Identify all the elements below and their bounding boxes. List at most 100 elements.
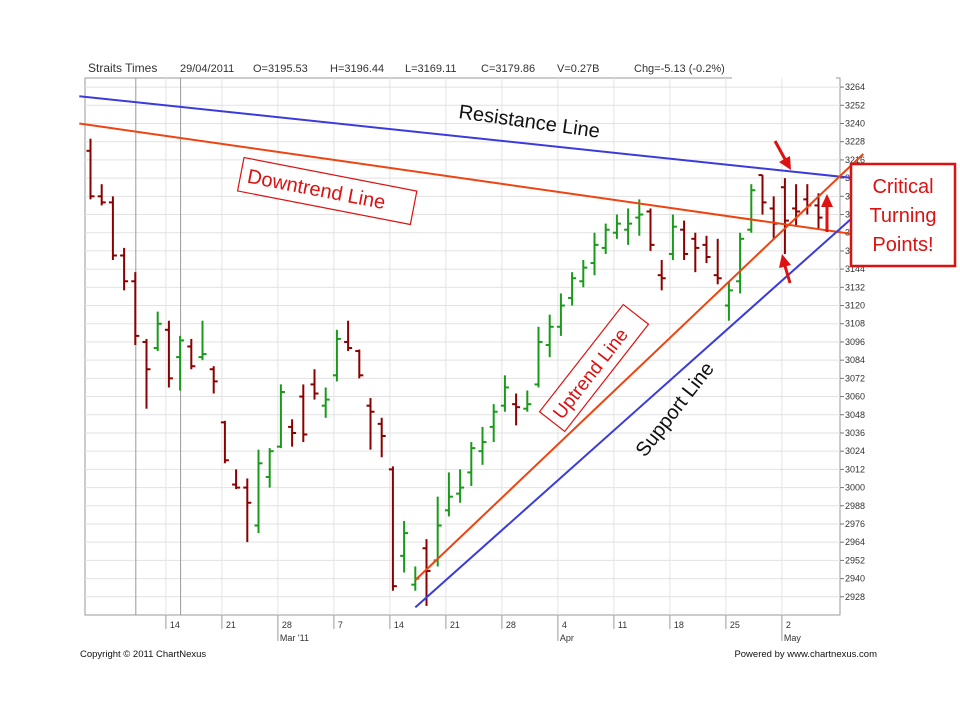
ohlc-bar <box>702 235 711 264</box>
ohlc-bar <box>265 448 274 488</box>
y-tick-label: 2940 <box>845 574 865 584</box>
ohlc-bar <box>668 214 677 261</box>
ohlc-bar <box>657 260 666 291</box>
ohlc-bar <box>254 449 263 534</box>
critical-line-2: Turning <box>869 205 936 227</box>
x-tick-label: 14 <box>170 620 180 630</box>
quote-high: H=3196.44 <box>330 63 384 75</box>
ohlc-bar <box>556 293 565 336</box>
y-tick-label: 3036 <box>845 428 865 438</box>
ohlc-bar <box>332 329 341 382</box>
uptrend-line <box>414 153 864 581</box>
ohlc-bar <box>489 404 498 443</box>
y-tick-label: 2952 <box>845 555 865 565</box>
ohlc-bar <box>724 281 733 321</box>
ohlc-bar <box>792 184 801 227</box>
ohlc-bar <box>512 393 521 426</box>
ohlc-bar <box>198 320 207 361</box>
ohlc-bar <box>814 193 823 230</box>
y-tick-label: 2928 <box>845 592 865 602</box>
x-tick-label: 28 <box>506 620 516 630</box>
y-tick-label: 3084 <box>845 355 865 365</box>
ohlc-bar <box>366 398 375 450</box>
x-tick-label: 11 <box>618 620 627 630</box>
y-tick-label: 2988 <box>845 501 865 511</box>
ohlc-bar <box>299 384 308 443</box>
ohlc-bar <box>691 232 700 273</box>
y-tick-label: 2976 <box>845 519 865 529</box>
x-tick-label: 21 <box>226 620 236 630</box>
ohlc-bar <box>747 184 756 233</box>
y-tick-label: 3096 <box>845 337 865 347</box>
ohlc-bar <box>388 466 397 591</box>
ohlc-bar <box>467 442 476 487</box>
ohlc-bar <box>164 320 173 388</box>
trendlines <box>79 95 898 609</box>
ohlc-bar <box>579 260 588 288</box>
y-tick-label: 3108 <box>845 319 865 329</box>
ohlc-bar <box>176 335 185 391</box>
ohlc-bar <box>355 349 364 379</box>
x-tick-label: 18 <box>674 620 684 630</box>
month-label: Mar '11 <box>280 633 309 643</box>
ohlc-bar <box>276 384 285 449</box>
resistance-line <box>79 95 898 184</box>
ohlc-bar <box>736 232 745 294</box>
x-axis: 14 21 28 Mar '11 7 14 21 28 4 Apr 11 18 25 2 May <box>165 615 801 643</box>
ohlc-bar <box>310 369 319 400</box>
ohlc-bar <box>153 311 162 352</box>
grid-layer <box>85 78 840 615</box>
y-tick-label: 3264 <box>845 82 865 92</box>
y-tick-label: 3228 <box>845 137 865 147</box>
symbol-name: Straits Times <box>88 61 157 75</box>
ohlc-bar <box>243 478 252 543</box>
y-tick-label: 3132 <box>845 282 865 292</box>
ohlc-bar <box>422 539 431 606</box>
y-tick-label: 3060 <box>845 392 865 402</box>
x-tick-label: 7 <box>338 620 343 630</box>
ohlc-bar <box>758 174 767 215</box>
quote-change: Chg=-5.13 (-0.2%) <box>634 63 725 75</box>
header-mask <box>732 76 836 94</box>
ohlc-bar <box>108 196 117 261</box>
ohlc-bar <box>220 420 229 464</box>
ohlc-bar <box>590 232 599 276</box>
ohlc-bar <box>624 208 633 245</box>
ohlc-bar <box>377 417 386 458</box>
y-tick-label: 3024 <box>845 446 865 456</box>
y-tick-label: 3012 <box>845 464 865 474</box>
ohlc-bar <box>456 469 465 503</box>
ohlc-bar <box>478 426 487 465</box>
y-tick-label: 3240 <box>845 119 865 129</box>
ohlc-bar <box>568 272 577 306</box>
ohlc-bar <box>400 520 409 573</box>
support-line <box>414 177 898 609</box>
ohlc-bar <box>545 314 554 358</box>
downtrend-line <box>79 122 898 242</box>
ohlc-bar <box>131 272 140 345</box>
ohlc-bar <box>713 238 722 285</box>
y-tick-label: 3252 <box>845 100 865 110</box>
y-tick-label: 3072 <box>845 373 865 383</box>
quote-open: O=3195.53 <box>253 63 308 75</box>
ohlc-bar <box>534 326 543 388</box>
y-tick-label: 3216 <box>845 155 865 165</box>
y-tick-label: 3120 <box>845 301 865 311</box>
ohlc-bar <box>209 366 218 394</box>
quote-volume: V=0.27B <box>557 63 600 75</box>
ohlc-bar <box>187 338 196 370</box>
y-tick-label: 2964 <box>845 537 865 547</box>
month-label: Apr <box>560 633 574 643</box>
ohlc-bar <box>142 338 151 409</box>
ohlc-bar <box>601 223 610 254</box>
quote-low: L=3169.11 <box>405 63 457 75</box>
pointer-arrows <box>773 140 833 284</box>
ohlc-bar <box>612 214 621 239</box>
ohlc-bar <box>97 184 106 206</box>
x-tick-label: 14 <box>394 620 404 630</box>
x-tick-label: 25 <box>730 620 740 630</box>
ohlc-bar <box>646 208 655 251</box>
ohlc-bar <box>680 220 689 261</box>
ohlc-bars <box>86 138 823 606</box>
y-tick-label: 3000 <box>845 483 865 493</box>
